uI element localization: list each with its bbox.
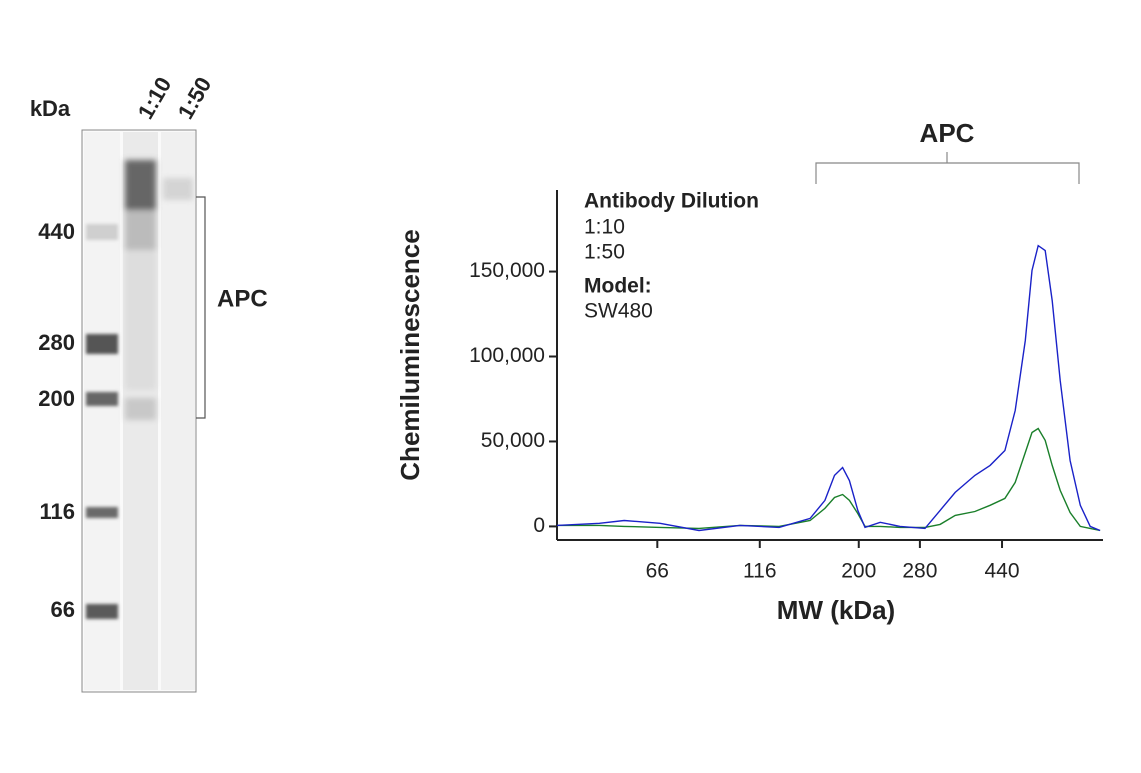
lane-label: 1:50 xyxy=(173,73,217,124)
x-tick-label: 440 xyxy=(985,560,1020,583)
model: SW480 xyxy=(584,300,653,323)
y-tick-label: 50,000 xyxy=(481,429,545,452)
x-tick-label: 280 xyxy=(902,560,937,583)
y-tick-label: 100,000 xyxy=(469,344,545,367)
marker-label: 440 xyxy=(38,219,75,244)
x-axis-title: MW (kDa) xyxy=(777,595,895,625)
x-tick-label: 116 xyxy=(743,560,776,583)
bracket-label: APC xyxy=(217,285,268,312)
marker-label: 116 xyxy=(40,499,76,524)
y-tick-label: 150,000 xyxy=(469,259,545,282)
marker-label: 66 xyxy=(51,597,75,622)
y-axis-title: Chemiluminescence xyxy=(395,229,425,480)
lane-label: 1:10 xyxy=(133,73,177,124)
series-line xyxy=(556,244,1101,532)
unit-label: kDa xyxy=(30,96,71,121)
legend-entry: 1:10 xyxy=(584,216,625,239)
legend-entry: 1:50 xyxy=(584,241,625,264)
model-label: Model: xyxy=(584,275,652,298)
gel-image xyxy=(81,129,206,693)
x-tick-label: 200 xyxy=(841,560,876,583)
marker-label: 200 xyxy=(38,386,75,411)
y-tick-label: 0 xyxy=(533,514,545,537)
annotation-bracket xyxy=(815,152,1080,184)
legend-title: Antibody Dilution xyxy=(584,190,759,213)
marker-label: 280 xyxy=(38,330,75,355)
series-line xyxy=(557,427,1101,532)
annotation: APC xyxy=(920,118,975,148)
x-tick-label: 66 xyxy=(646,560,669,583)
